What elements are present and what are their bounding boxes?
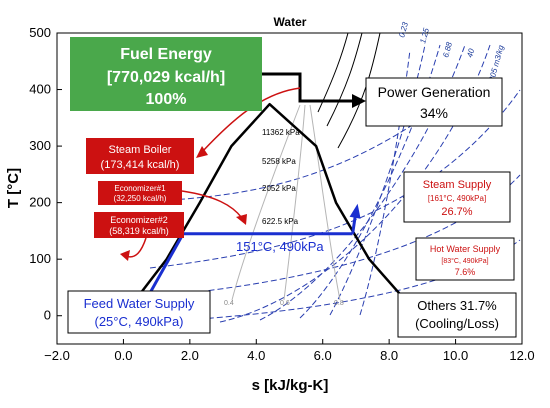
- x-tick-label: 0.0: [114, 348, 132, 363]
- quality-label: 0.6: [280, 300, 290, 307]
- y-tick-label: 400: [29, 82, 51, 97]
- y-tick-label: 100: [29, 251, 51, 266]
- economizer2-title: Economizer#2: [110, 215, 168, 225]
- econ1-arrow: [181, 190, 243, 219]
- econ1-arrowhead: [236, 214, 247, 225]
- isobar-label: 5258 kPa: [262, 157, 296, 166]
- x-tick-labels: −2.0 0.0 2.0 4.0 6.0 8.0 10.0 12.0: [44, 339, 535, 363]
- steam-supply-title: Steam Supply: [423, 179, 492, 191]
- y-axis-label: T [°C]: [5, 168, 22, 208]
- y-tick-label: 0: [44, 308, 51, 323]
- steam-supply-box: [403, 171, 511, 223]
- y-tick-label: 300: [29, 138, 51, 153]
- econ2-arrowhead: [120, 250, 130, 261]
- x-tick-label: 8.0: [380, 348, 398, 363]
- volume-label: 40: [465, 47, 476, 58]
- x-tick-label: 6.0: [314, 348, 332, 363]
- fuel-power-arrowhead: [352, 94, 366, 108]
- power-box: [365, 77, 503, 127]
- steam-supply-arrowhead: [349, 203, 361, 219]
- y-tick-label: 200: [29, 195, 51, 210]
- others-title: Others 31.7%: [417, 298, 497, 313]
- economizer1-box: [98, 181, 182, 205]
- economizer2-box: [94, 212, 184, 238]
- quality-label: 0.8: [334, 300, 344, 307]
- hot-water-box: [415, 237, 515, 281]
- y-tick-labels: 0 100 200 300 400 500: [29, 25, 62, 323]
- hot-water-title: Hot Water Supply: [430, 244, 501, 254]
- fuel-energy-box: [70, 37, 262, 111]
- volume-label: 0.23: [397, 21, 410, 39]
- x-tick-label: 12.0: [509, 348, 534, 363]
- x-tick-label: 4.0: [247, 348, 265, 363]
- steam-boiler-title: Steam Boiler: [109, 144, 172, 156]
- steam-boiler-value: (173,414 kcal/h): [101, 159, 180, 171]
- volume-label: 6.88: [441, 41, 454, 59]
- feed-water-title: Feed Water Supply: [84, 296, 195, 311]
- isobar-label: 2052 kPa: [262, 184, 296, 193]
- x-tick-label: −2.0: [44, 348, 70, 363]
- steam-boiler-box: [86, 138, 194, 174]
- quality-label: 0.4: [224, 300, 234, 307]
- fuel-energy-title: Fuel Energy: [120, 46, 212, 63]
- isobar-label: 622.5 kPa: [262, 217, 299, 226]
- fuel-to-boiler-arrowhead: [196, 146, 208, 158]
- hot-water-cond: [83°C, 490kPa]: [441, 257, 488, 265]
- economizer1-title: Economizer#1: [114, 184, 166, 193]
- fuel-power-arrow: [262, 72, 352, 103]
- others-note: (Cooling/Loss): [415, 316, 499, 331]
- isobar-label: 11362 kPa: [262, 128, 300, 137]
- power-pct: 34%: [420, 105, 448, 121]
- others-box: [397, 292, 517, 338]
- state-label: 151°C, 490kPa: [236, 239, 324, 254]
- fuel-energy-value: [770,029 kcal/h]: [107, 69, 225, 86]
- chart-title: Water: [274, 15, 307, 29]
- fuel-energy-pct: 100%: [146, 91, 187, 108]
- power-title: Power Generation: [378, 84, 491, 100]
- feed-heating-line: [145, 232, 185, 300]
- steam-supply-pct: 26.7%: [441, 206, 472, 218]
- x-tick-label: 2.0: [181, 348, 199, 363]
- saturation-dome-line: [122, 102, 420, 317]
- steam-supply-cond: [161°C, 490kPa]: [428, 194, 486, 203]
- economizer2-value: (58,319 kcal/h): [109, 226, 169, 236]
- volume-label: 1.25: [418, 27, 431, 45]
- hot-water-pct: 7.6%: [455, 267, 476, 277]
- economizer1-value: (32,250 kcal/h): [114, 194, 167, 203]
- feed-water-box: [67, 290, 211, 334]
- x-tick-label: 10.0: [443, 348, 468, 363]
- y-tick-label: 500: [29, 25, 51, 40]
- feed-water-cond: (25°C, 490kPa): [94, 314, 183, 329]
- x-axis-label: s [kJ/kg-K]: [252, 377, 329, 394]
